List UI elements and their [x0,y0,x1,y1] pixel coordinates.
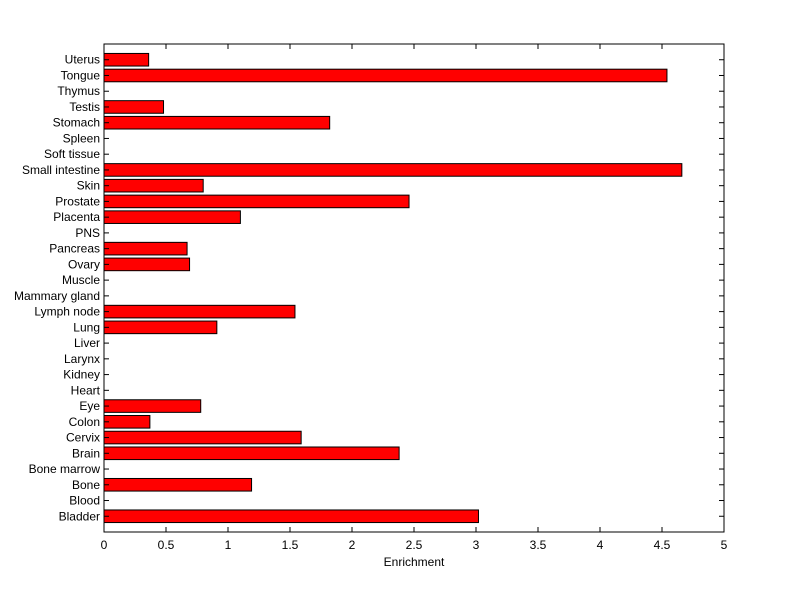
x-tick-label: 2 [349,538,356,552]
y-tick-label-kidney: Kidney [63,368,100,382]
y-tick-label-small-intestine: Small intestine [22,163,100,177]
bar-ovary [103,257,191,272]
bar-testis [103,100,165,114]
y-tick-label-ovary: Ovary [68,257,100,271]
bar-tongue [103,68,668,83]
plot-frame [103,43,725,533]
y-tick-label-larynx: Larynx [64,352,100,366]
y-tick-label-muscle: Muscle [62,273,100,287]
bar-brain [103,446,400,461]
bar-small-intestine [103,163,683,177]
y-tick-label-lymph-node: Lymph node [34,305,100,319]
y-tick-label-colon: Colon [69,415,100,429]
y-tick-label-soft-tissue: Soft tissue [44,147,100,161]
y-tick-label-bone: Bone [72,478,100,492]
y-tick-label-heart: Heart [71,383,101,397]
y-tick-label-cervix: Cervix [66,431,100,445]
bar-lymph-node [103,304,296,319]
y-tick-label-spleen: Spleen [63,131,100,145]
y-tick-label-eye: Eye [79,399,100,413]
y-tick-label-pancreas: Pancreas [49,242,100,256]
bar-bone [103,477,253,492]
y-tick-label-testis: Testis [69,100,100,114]
y-tick-label-brain: Brain [72,446,100,460]
y-tick-label-liver: Liver [74,336,100,350]
bar-cervix [103,430,302,445]
x-tick-label: 3.5 [530,538,547,552]
x-tick-label: 0.5 [158,538,175,552]
y-tick-label-thymus: Thymus [57,84,100,98]
y-tick-label-prostate: Prostate [55,194,100,208]
x-tick-label: 4.5 [654,538,671,552]
y-tick-label-bladder: Bladder [59,509,100,523]
bar-eye [103,399,202,413]
bar-stomach [103,115,331,130]
y-tick-label-stomach: Stomach [53,116,100,130]
x-tick-label: 0 [101,538,108,552]
x-tick-label: 3 [473,538,480,552]
bar-pancreas [103,241,188,256]
bar-lung [103,320,218,335]
y-tick-label-skin: Skin [77,179,100,193]
x-tick-label: 1.5 [282,538,299,552]
x-tick-label: 5 [721,538,728,552]
y-tick-label-blood: Blood [69,494,100,508]
x-tick-label: 2.5 [406,538,423,552]
bar-placenta [103,210,241,224]
x-tick-label: 1 [225,538,232,552]
y-tick-label-mammary-gland: Mammary gland [14,289,100,303]
x-axis-label: Enrichment [384,555,445,569]
bar-colon [103,415,151,429]
bar-uterus [103,52,150,67]
y-tick-label-lung: Lung [73,320,100,334]
y-tick-label-pns: PNS [75,226,100,240]
y-tick-label-uterus: Uterus [65,53,100,67]
bar-bladder [103,509,479,524]
ticks-group [103,44,725,532]
y-tick-label-tongue: Tongue [61,68,101,82]
y-tick-label-placenta: Placenta [53,210,100,224]
y-tick-label-bone-marrow: Bone marrow [29,462,101,476]
bar-skin [103,178,204,193]
bar-prostate [103,194,410,209]
x-tick-label: 4 [597,538,604,552]
